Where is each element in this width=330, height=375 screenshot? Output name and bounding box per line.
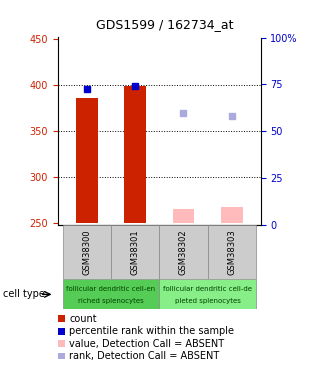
Bar (63, 279, 159, 309)
Bar (173, 209, 194, 223)
Bar (111, 225, 159, 279)
Text: value, Detection Call = ABSENT: value, Detection Call = ABSENT (69, 339, 225, 348)
Bar (208, 225, 256, 279)
Bar (76, 98, 98, 223)
Bar (124, 86, 146, 223)
Text: cell type: cell type (3, 290, 45, 299)
Bar (159, 279, 256, 309)
Text: GSM38300: GSM38300 (82, 230, 91, 275)
Text: rank, Detection Call = ABSENT: rank, Detection Call = ABSENT (69, 351, 220, 361)
Bar (159, 225, 208, 279)
Text: count: count (69, 314, 97, 324)
Text: percentile rank within the sample: percentile rank within the sample (69, 326, 234, 336)
Bar (63, 225, 111, 279)
Text: riched splenocytes: riched splenocytes (78, 298, 144, 304)
Text: GSM38301: GSM38301 (131, 230, 140, 275)
Text: GSM38303: GSM38303 (227, 229, 236, 275)
Bar (221, 207, 243, 223)
Text: GSM38302: GSM38302 (179, 230, 188, 275)
Text: GDS1599 / 162734_at: GDS1599 / 162734_at (96, 18, 234, 31)
Text: follicular dendritic cell-de: follicular dendritic cell-de (163, 286, 252, 292)
Text: follicular dendritic cell-en: follicular dendritic cell-en (66, 286, 155, 292)
Text: pleted splenocytes: pleted splenocytes (175, 298, 241, 304)
